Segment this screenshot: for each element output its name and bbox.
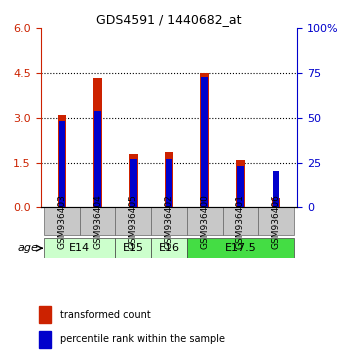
Text: age: age	[18, 243, 39, 253]
Text: percentile rank within the sample: percentile rank within the sample	[60, 334, 225, 344]
Text: GSM936400: GSM936400	[200, 194, 209, 249]
Bar	[94, 111, 101, 207]
Text: GSM936403: GSM936403	[57, 194, 67, 249]
Bar	[116, 238, 151, 258]
Bar	[44, 238, 116, 258]
Bar	[222, 207, 258, 235]
Bar	[200, 73, 209, 207]
Bar	[187, 207, 222, 235]
Bar	[187, 238, 294, 258]
Bar	[271, 198, 281, 207]
Text: transformed count: transformed count	[60, 309, 151, 320]
Bar	[116, 207, 151, 235]
Bar	[80, 207, 116, 235]
Text: GSM936405: GSM936405	[129, 194, 138, 249]
Bar	[57, 115, 67, 207]
Text: E15: E15	[123, 243, 144, 253]
Bar	[258, 207, 294, 235]
Bar	[201, 76, 208, 207]
Text: E16: E16	[159, 243, 179, 253]
Title: GDS4591 / 1440682_at: GDS4591 / 1440682_at	[96, 13, 242, 26]
Text: GSM936401: GSM936401	[236, 194, 245, 249]
Bar	[237, 166, 244, 207]
Text: GSM936402: GSM936402	[165, 194, 173, 249]
Bar	[236, 160, 245, 207]
Bar	[151, 207, 187, 235]
Bar	[59, 121, 65, 207]
Text: GSM936406: GSM936406	[271, 194, 281, 249]
Bar	[39, 331, 51, 348]
Bar	[130, 159, 137, 207]
Text: E14: E14	[69, 243, 90, 253]
Bar	[129, 154, 138, 207]
Text: GSM936404: GSM936404	[93, 194, 102, 249]
Bar	[44, 207, 80, 235]
Bar	[273, 171, 279, 207]
Bar	[166, 159, 172, 207]
Text: E17.5: E17.5	[224, 243, 256, 253]
Bar	[93, 78, 102, 207]
Bar	[165, 152, 173, 207]
Bar	[39, 306, 51, 323]
Bar	[151, 238, 187, 258]
